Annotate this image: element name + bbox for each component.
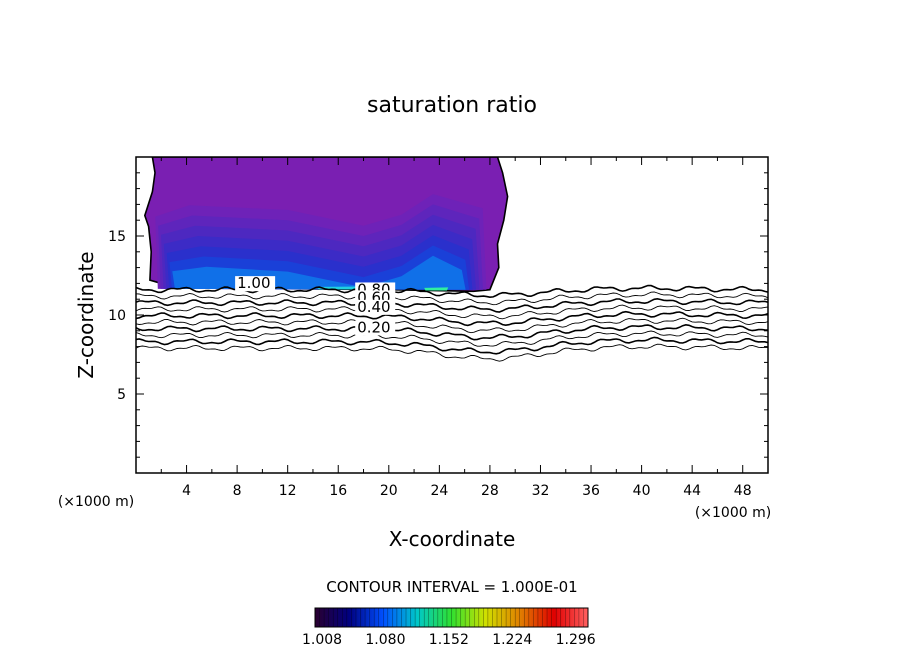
contour-line	[136, 291, 768, 306]
contour-label: 0.20	[357, 318, 390, 336]
contour-line	[136, 330, 768, 347]
contour-line	[136, 336, 768, 355]
x-tick-label: 36	[582, 483, 600, 499]
colorbar-tick-label: 1.224	[492, 632, 532, 648]
chart-title: saturation ratio	[367, 93, 537, 118]
x-tick-label: 16	[329, 483, 347, 499]
y-axis-title: Z-coordinate	[74, 251, 98, 378]
y-tick-label: 5	[117, 387, 126, 403]
y-tick-label: 10	[108, 308, 126, 324]
y-tick-label: 15	[108, 229, 126, 245]
contour-labels: 1.00 0.800.600.400.20	[235, 274, 396, 336]
contour-label-bg	[355, 320, 396, 336]
contour-line	[136, 304, 768, 320]
x-tick-label: 20	[380, 483, 398, 499]
colorbar-tick-label: 1.080	[365, 632, 405, 648]
fill-peak-b	[424, 287, 449, 291]
x-axis-title: X-coordinate	[389, 527, 516, 551]
colorbar-tick-label: 1.008	[302, 632, 342, 648]
contour-line	[136, 323, 768, 341]
x-tick-label: 24	[430, 483, 448, 499]
x-tick-label: 4	[182, 483, 191, 499]
x-unit-label-left: (×1000 m)	[58, 494, 134, 510]
contour-lines	[136, 284, 768, 362]
contour-line	[136, 297, 768, 313]
x-tick-label: 48	[734, 483, 752, 499]
contour-interval-label: CONTOUR INTERVAL = 1.000E-01	[326, 578, 577, 596]
contour-line	[136, 343, 768, 362]
contour-label-bg	[355, 299, 396, 315]
supersaturation-fill	[143, 157, 509, 293]
plot-area	[136, 157, 768, 362]
x-tick-label: 40	[633, 483, 651, 499]
colorbar-tick-label: 1.296	[556, 632, 596, 648]
colorbar-tick-label: 1.152	[429, 632, 469, 648]
contour-line	[136, 310, 768, 327]
x-tick-label: 32	[532, 483, 550, 499]
x-tick-label: 12	[279, 483, 297, 499]
contour-label: 1.00	[237, 274, 270, 292]
contour-line	[136, 317, 768, 334]
contour-label-bg	[235, 276, 276, 292]
x-unit-label-right: (×1000 m)	[695, 505, 771, 521]
contour-label: 0.40	[357, 298, 390, 316]
x-tick-label: 28	[481, 483, 499, 499]
x-tick-label: 8	[233, 483, 242, 499]
x-tick-label: 44	[683, 483, 701, 499]
colorbar: 1.008 1.080 1.152 1.224 1.296	[302, 607, 596, 648]
